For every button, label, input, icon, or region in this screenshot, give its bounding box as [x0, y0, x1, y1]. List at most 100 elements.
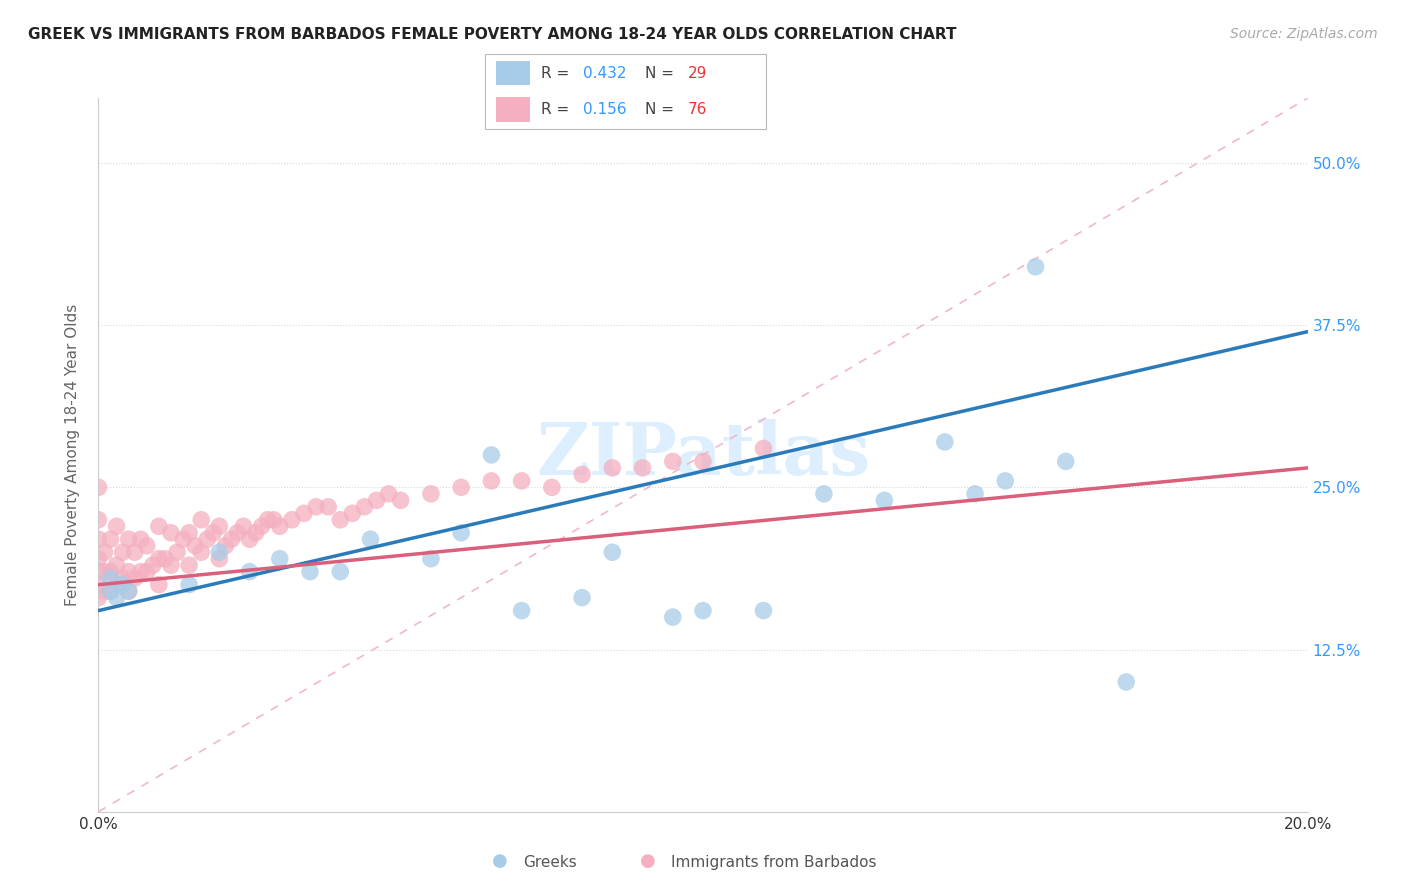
Point — [510, 474, 533, 488]
Point — [100, 584, 122, 599]
Text: ●: ● — [640, 852, 655, 870]
Point — [329, 565, 352, 579]
Point — [135, 539, 157, 553]
Text: Source: ZipAtlas.com: Source: ZipAtlas.com — [1230, 27, 1378, 41]
Point — [481, 474, 503, 488]
Point — [329, 513, 352, 527]
Point — [179, 525, 201, 540]
Point — [250, 519, 273, 533]
Point — [105, 577, 128, 591]
Point — [208, 551, 231, 566]
Point — [813, 487, 835, 501]
Point — [366, 493, 388, 508]
Point — [377, 487, 399, 501]
Point — [873, 493, 896, 508]
Point — [232, 519, 254, 533]
Point — [172, 533, 194, 547]
Point — [118, 584, 141, 599]
Point — [316, 500, 339, 514]
Point — [87, 533, 110, 547]
Point — [342, 506, 364, 520]
Point — [111, 571, 134, 585]
Point — [87, 577, 110, 591]
Point — [661, 454, 683, 468]
Text: Immigrants from Barbados: Immigrants from Barbados — [671, 855, 876, 870]
Point — [540, 480, 562, 494]
Point — [118, 533, 141, 547]
Text: ●: ● — [492, 852, 508, 870]
Point — [239, 533, 262, 547]
Point — [118, 565, 141, 579]
Point — [202, 525, 225, 540]
Point — [292, 506, 315, 520]
Point — [148, 519, 170, 533]
Point — [87, 565, 110, 579]
Text: N =: N = — [645, 102, 675, 117]
Point — [269, 551, 291, 566]
Point — [420, 487, 443, 501]
Point — [184, 539, 207, 553]
Point — [190, 545, 212, 559]
Point — [450, 480, 472, 494]
Point — [752, 442, 775, 456]
Point — [160, 525, 183, 540]
Point — [602, 461, 624, 475]
Point — [571, 467, 593, 482]
Point — [214, 539, 236, 553]
Point — [142, 558, 165, 573]
Point — [1024, 260, 1046, 274]
Point — [571, 591, 593, 605]
Text: R =: R = — [541, 66, 569, 81]
Point — [934, 434, 956, 449]
Point — [299, 565, 322, 579]
Point — [87, 551, 110, 566]
Point — [692, 454, 714, 468]
Point — [190, 513, 212, 527]
Point — [100, 533, 122, 547]
Point — [661, 610, 683, 624]
Point — [208, 545, 231, 559]
Point — [994, 474, 1017, 488]
Point — [1115, 675, 1137, 690]
FancyBboxPatch shape — [496, 97, 530, 122]
Point — [360, 533, 382, 547]
Point — [124, 571, 146, 585]
Text: 0.156: 0.156 — [583, 102, 627, 117]
Point — [692, 604, 714, 618]
Point — [245, 525, 267, 540]
Point — [100, 584, 122, 599]
Point — [239, 565, 262, 579]
Point — [631, 461, 654, 475]
Point — [111, 577, 134, 591]
Point — [93, 545, 115, 559]
FancyBboxPatch shape — [485, 54, 766, 129]
Point — [87, 591, 110, 605]
Point — [100, 565, 122, 579]
Point — [221, 533, 243, 547]
Point — [105, 591, 128, 605]
Point — [153, 551, 176, 566]
Text: ZIPatlas: ZIPatlas — [536, 419, 870, 491]
Y-axis label: Female Poverty Among 18-24 Year Olds: Female Poverty Among 18-24 Year Olds — [65, 304, 80, 606]
Point — [226, 525, 249, 540]
Point — [602, 545, 624, 559]
Point — [510, 604, 533, 618]
Point — [100, 571, 122, 585]
Point — [256, 513, 278, 527]
Text: N =: N = — [645, 66, 675, 81]
Point — [752, 604, 775, 618]
FancyBboxPatch shape — [496, 62, 530, 86]
Point — [965, 487, 987, 501]
Point — [195, 533, 218, 547]
Point — [179, 577, 201, 591]
Point — [124, 545, 146, 559]
Point — [148, 577, 170, 591]
Point — [87, 480, 110, 494]
Text: R =: R = — [541, 102, 569, 117]
Point — [450, 525, 472, 540]
Point — [129, 533, 152, 547]
Point — [93, 565, 115, 579]
Text: 76: 76 — [688, 102, 707, 117]
Point — [481, 448, 503, 462]
Point — [353, 500, 375, 514]
